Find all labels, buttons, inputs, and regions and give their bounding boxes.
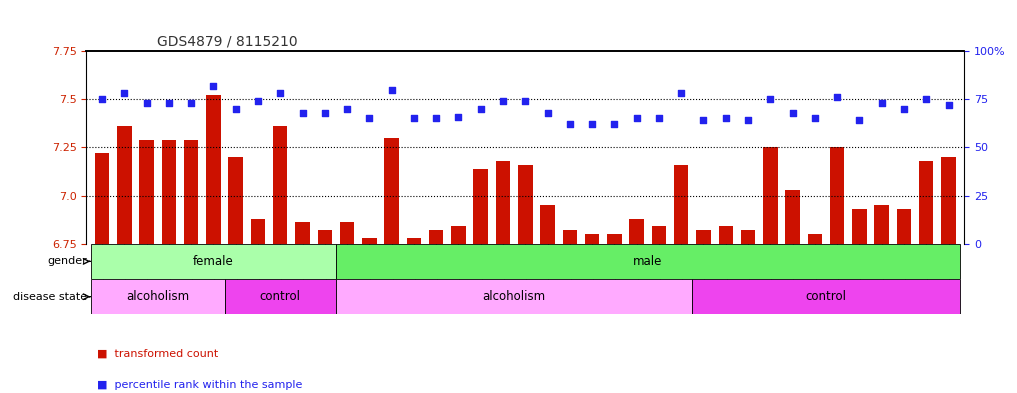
Text: ■  percentile rank within the sample: ■ percentile rank within the sample [97, 380, 302, 390]
Point [228, 106, 244, 112]
Bar [317, 230, 332, 244]
Bar [852, 209, 866, 244]
Bar [785, 190, 799, 244]
Bar [697, 230, 711, 244]
Point [339, 106, 355, 112]
Bar [562, 230, 577, 244]
Point [784, 110, 800, 116]
Bar [763, 147, 778, 244]
Point [116, 90, 132, 97]
Point [874, 100, 890, 106]
Bar [139, 140, 154, 244]
Text: control: control [805, 290, 846, 303]
Bar [340, 222, 354, 244]
Bar [91, 279, 225, 314]
Point [406, 115, 422, 121]
Bar [95, 153, 109, 244]
Bar [518, 165, 533, 244]
Point [205, 83, 222, 89]
Point [718, 115, 734, 121]
Text: gender: gender [47, 256, 86, 266]
Bar [540, 205, 555, 244]
Text: alcoholism: alcoholism [483, 290, 546, 303]
Text: disease state: disease state [13, 292, 86, 302]
Point [183, 100, 199, 106]
Text: GDS4879 / 8115210: GDS4879 / 8115210 [157, 35, 297, 48]
Text: alcoholism: alcoholism [126, 290, 189, 303]
Point [273, 90, 289, 97]
Bar [91, 244, 336, 279]
Point [361, 115, 377, 121]
Bar [362, 238, 376, 244]
Point [806, 115, 823, 121]
Point [94, 96, 110, 102]
Bar [495, 161, 511, 244]
Bar [273, 126, 288, 244]
Point [428, 115, 444, 121]
Point [851, 117, 868, 123]
Bar [585, 234, 599, 244]
Point [584, 121, 600, 127]
Bar [295, 222, 310, 244]
Point [250, 98, 266, 104]
Point [561, 121, 578, 127]
Bar [452, 226, 466, 244]
Bar [117, 126, 131, 244]
Bar [693, 279, 960, 314]
Point [539, 110, 555, 116]
Point [762, 96, 778, 102]
Bar [807, 234, 822, 244]
Bar [875, 205, 889, 244]
Text: female: female [193, 255, 234, 268]
Point [941, 102, 957, 108]
Point [606, 121, 622, 127]
Bar [942, 157, 956, 244]
Text: ■  transformed count: ■ transformed count [97, 349, 218, 359]
Bar [251, 219, 265, 244]
Point [473, 106, 489, 112]
Bar [407, 238, 421, 244]
Bar [206, 95, 221, 244]
Point [918, 96, 935, 102]
Bar [630, 219, 644, 244]
Point [294, 110, 310, 116]
Bar [429, 230, 443, 244]
Point [629, 115, 645, 121]
Bar [384, 138, 399, 244]
Point [316, 110, 333, 116]
Point [740, 117, 757, 123]
Bar [740, 230, 756, 244]
Bar [897, 209, 911, 244]
Bar [674, 165, 689, 244]
Bar [830, 147, 844, 244]
Text: control: control [259, 290, 301, 303]
Bar [229, 157, 243, 244]
Bar [652, 226, 666, 244]
Point [138, 100, 155, 106]
Bar [184, 140, 198, 244]
Point [451, 114, 467, 120]
Point [161, 100, 177, 106]
Text: male: male [634, 255, 662, 268]
Bar [474, 169, 488, 244]
Bar [919, 161, 934, 244]
Point [673, 90, 690, 97]
Bar [162, 140, 176, 244]
Bar [225, 279, 336, 314]
Point [383, 86, 400, 93]
Bar [336, 279, 693, 314]
Point [896, 106, 912, 112]
Bar [336, 244, 960, 279]
Bar [719, 226, 733, 244]
Point [651, 115, 667, 121]
Bar [607, 234, 621, 244]
Point [517, 98, 533, 104]
Point [829, 94, 845, 101]
Point [696, 117, 712, 123]
Point [495, 98, 512, 104]
